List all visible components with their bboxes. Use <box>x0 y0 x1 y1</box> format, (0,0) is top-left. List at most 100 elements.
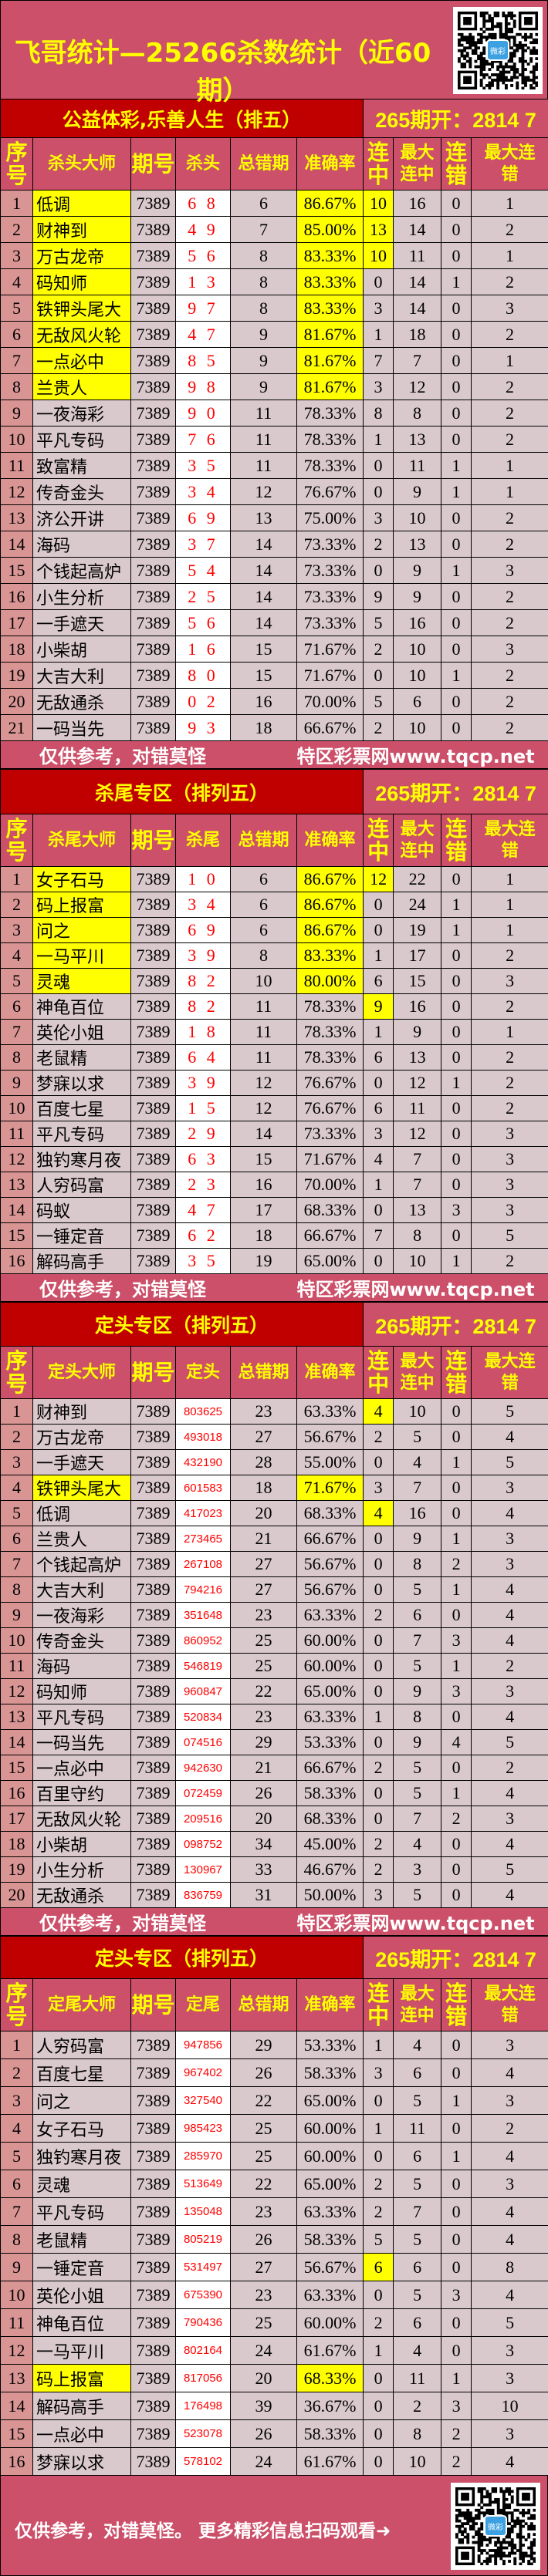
footer-disclaimer-text: 仅供参考，对错莫怪 <box>39 1908 206 1935</box>
cell-max-streak-hit: 13 <box>394 427 441 453</box>
svg-text:微彩: 微彩 <box>490 46 506 56</box>
cell-pick: 417023 <box>176 1501 231 1526</box>
qr-code-icon: 微彩 <box>458 12 538 89</box>
cell-streak-hit: 2 <box>364 1425 394 1450</box>
cell-total-miss: 26 <box>231 2420 297 2448</box>
cell-period: 7389 <box>131 1628 176 1654</box>
cell-seq: 19 <box>1 1857 33 1883</box>
cell-period: 7389 <box>131 1501 176 1526</box>
column-header-total-miss: 总错期 <box>231 814 297 867</box>
cell-seq: 11 <box>1 1654 33 1679</box>
cell-master: 济公开讲 <box>33 505 131 531</box>
cell-total-miss: 18 <box>231 1475 297 1501</box>
cell-period: 7389 <box>131 2254 176 2281</box>
cell-period: 7389 <box>131 1730 176 1755</box>
cell-streak-hit: 9 <box>364 584 394 610</box>
cell-max-streak-miss: 3 <box>472 1172 548 1198</box>
cell-period: 7389 <box>131 322 176 348</box>
table-footer: 仅供参考，对错莫怪特区彩票网www.tqcp.net <box>1 741 548 769</box>
cell-max-streak-miss: 5 <box>472 1223 548 1249</box>
cell-pick: 5 4 <box>176 558 231 584</box>
cell-streak-hit: 0 <box>364 2420 394 2448</box>
cell-pick: 4 7 <box>176 322 231 348</box>
cell-master: 个钱起高炉 <box>33 558 131 584</box>
cell-streak-miss: 0 <box>441 1020 472 1045</box>
cell-streak-hit: 10 <box>364 243 394 269</box>
qr-code[interactable]: 微彩 <box>453 7 543 94</box>
cell-max-streak-miss: 1 <box>472 348 548 374</box>
cell-streak-miss: 0 <box>441 217 472 243</box>
cell-max-streak-hit: 10 <box>394 1399 441 1425</box>
column-header-streak-hit: 连中 <box>364 814 394 867</box>
cell-seq: 15 <box>1 1223 33 1249</box>
cell-total-miss: 9 <box>231 348 297 374</box>
cell-max-streak-hit: 8 <box>394 400 441 427</box>
cell-total-miss: 10 <box>231 969 297 994</box>
cell-total-miss: 28 <box>231 1450 297 1475</box>
cell-accuracy: 81.67% <box>297 374 364 400</box>
cell-accuracy: 71.67% <box>297 663 364 689</box>
cell-max-streak-hit: 22 <box>394 867 441 892</box>
cell-pick: 790436 <box>176 2309 231 2337</box>
footer-site-link[interactable]: 特区彩票网www.tqcp.net <box>297 741 535 768</box>
footer-site-link[interactable]: 特区彩票网www.tqcp.net <box>297 1908 535 1935</box>
cell-seq: 1 <box>1 191 33 217</box>
cell-pick: 285970 <box>176 2143 231 2170</box>
cell-seq: 1 <box>1 2031 33 2059</box>
cell-streak-miss: 0 <box>441 1399 472 1425</box>
cell-period: 7389 <box>131 1249 176 1274</box>
cell-total-miss: 34 <box>231 1832 297 1857</box>
cell-seq: 3 <box>1 918 33 943</box>
cell-seq: 4 <box>1 2115 33 2143</box>
cell-pick: 1 0 <box>176 867 231 892</box>
column-header-max-streak-hit: 最大连中 <box>394 138 441 191</box>
cell-master: 大吉大利 <box>33 663 131 689</box>
cell-streak-hit: 0 <box>364 1654 394 1679</box>
cell-seq: 6 <box>1 2170 33 2198</box>
cell-master: 老鼠精 <box>33 1045 131 1071</box>
cell-pick: 072459 <box>176 1781 231 1806</box>
cell-streak-hit: 0 <box>364 1730 394 1755</box>
cell-pick: 9 7 <box>176 295 231 322</box>
cell-pick: 836759 <box>176 1883 231 1908</box>
cell-max-streak-hit: 7 <box>394 1628 441 1654</box>
cell-streak-hit: 5 <box>364 689 394 715</box>
cell-master: 万古龙帝 <box>33 1425 131 1450</box>
cell-streak-miss: 1 <box>441 1526 472 1552</box>
cell-streak-miss: 2 <box>441 2420 472 2448</box>
cell-seq: 11 <box>1 453 33 479</box>
cell-accuracy: 76.67% <box>297 1071 364 1096</box>
cell-pick: 8 5 <box>176 348 231 374</box>
cell-accuracy: 78.33% <box>297 400 364 427</box>
cell-master: 一点必中 <box>33 2420 131 2448</box>
cell-accuracy: 85.00% <box>297 217 364 243</box>
cell-seq: 15 <box>1 2420 33 2448</box>
cell-seq: 11 <box>1 1121 33 1147</box>
footer-site-link[interactable]: 特区彩票网www.tqcp.net <box>297 1274 535 1301</box>
cell-seq: 17 <box>1 1806 33 1832</box>
cell-period: 7389 <box>131 2198 176 2226</box>
cell-max-streak-miss: 2 <box>472 1045 548 1071</box>
qr-code-footer[interactable]: 微彩 <box>451 2483 540 2570</box>
cell-max-streak-miss: 1 <box>472 918 548 943</box>
cell-period: 7389 <box>131 1071 176 1096</box>
cell-pick: 3 7 <box>176 531 231 558</box>
cell-master: 传奇金头 <box>33 479 131 505</box>
cell-streak-miss: 0 <box>441 2170 472 2198</box>
cell-streak-hit: 0 <box>364 269 394 295</box>
cell-streak-hit: 3 <box>364 505 394 531</box>
